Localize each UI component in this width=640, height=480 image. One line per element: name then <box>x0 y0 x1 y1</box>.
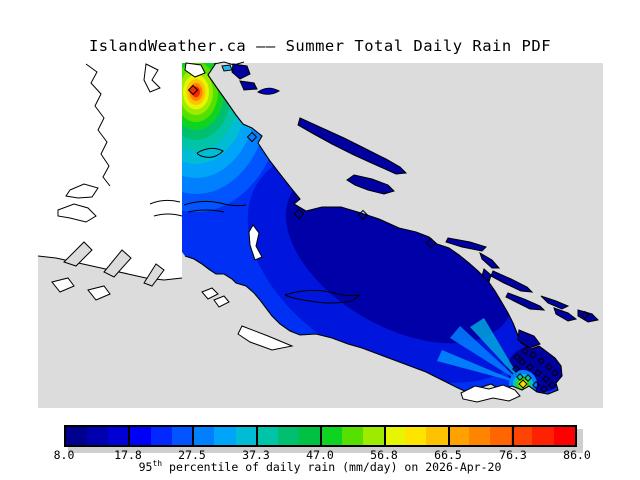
fjord <box>63 241 93 267</box>
colorbar-label: 56.8 <box>370 448 398 462</box>
colorbar-label: 76.3 <box>499 448 527 462</box>
colorbar-segment <box>405 427 427 445</box>
lake-outline <box>57 203 97 223</box>
islet <box>184 62 206 78</box>
max-rain-marker-diamond <box>187 84 199 96</box>
colorbar-tick <box>128 425 130 447</box>
colorbar-segment <box>193 427 215 445</box>
colorbar-caption: 95th percentile of daily rain (mm/day) o… <box>0 459 640 474</box>
islet-teal <box>221 64 233 72</box>
colorbar-segment <box>320 427 342 445</box>
caption-superscript: th <box>152 459 163 468</box>
colorbar-segment <box>214 427 236 445</box>
no-data-land-south <box>237 325 521 403</box>
sooke-land <box>460 384 521 403</box>
lasqueti-island <box>346 174 395 195</box>
figure-title: IslandWeather.ca —— Summer Total Daily R… <box>88 37 552 55</box>
no-data-land-west <box>37 63 230 308</box>
islet <box>51 277 75 293</box>
caption-number: 95 <box>138 459 153 474</box>
colorbar-segment <box>150 427 173 445</box>
colorbar-segment <box>511 427 533 445</box>
colorbar-tick <box>320 425 322 447</box>
quatsino-inlet-outline <box>85 63 111 187</box>
colorbar-label: 27.5 <box>178 448 206 462</box>
islet <box>87 285 111 301</box>
lake-outline <box>65 183 99 199</box>
colorbar-segment <box>256 427 279 445</box>
fjord <box>103 249 132 278</box>
islet <box>213 295 230 308</box>
colorbar-segment <box>66 427 88 445</box>
mainland-coastline <box>213 61 245 66</box>
victoria-max-marker-diamond <box>518 379 528 389</box>
islet <box>201 287 219 300</box>
colorbar-tick <box>384 425 386 447</box>
colorbar-label: 17.8 <box>114 448 142 462</box>
colorbar-segment <box>426 427 448 445</box>
colorbar-tick <box>256 425 258 447</box>
offshore-islands <box>221 63 600 349</box>
colorbar-segment <box>341 427 363 445</box>
station-markers <box>246 131 590 393</box>
colorbar-label: 37.3 <box>242 448 270 462</box>
colorbar-segment <box>447 427 469 445</box>
fjord <box>143 263 165 287</box>
colorbar-segment <box>172 427 194 445</box>
colorbar-tick <box>512 425 514 447</box>
colorbar-segment <box>299 427 321 445</box>
colorbar-tick <box>192 425 194 447</box>
colorbar-segment <box>532 427 554 445</box>
island-coastline <box>184 62 563 395</box>
colorbar-label: 47.0 <box>306 448 334 462</box>
colorbar-segment <box>129 427 151 445</box>
alberni-inlet <box>248 224 263 261</box>
colorbar-segment <box>553 427 575 445</box>
colorbar-segment <box>108 427 130 445</box>
colorbar-label: 66.5 <box>434 448 462 462</box>
colorbar-segment <box>468 427 491 445</box>
colorbar-segment <box>490 427 512 445</box>
colorbar-segment <box>278 427 300 445</box>
texada-island <box>297 117 408 175</box>
inlet-outline <box>149 199 183 217</box>
colorbar-label: 8.0 <box>53 448 75 462</box>
colorbar-tick <box>448 425 450 447</box>
inlet-outline <box>143 63 161 93</box>
colorbar-label: 86.0 <box>563 448 591 462</box>
caption-text: percentile of daily rain (mm/day) on 202… <box>162 459 502 474</box>
colorbar-segment <box>87 427 109 445</box>
colorbar-segment <box>384 427 406 445</box>
colorbar-segment <box>362 427 385 445</box>
colorbar-segment <box>235 427 257 445</box>
